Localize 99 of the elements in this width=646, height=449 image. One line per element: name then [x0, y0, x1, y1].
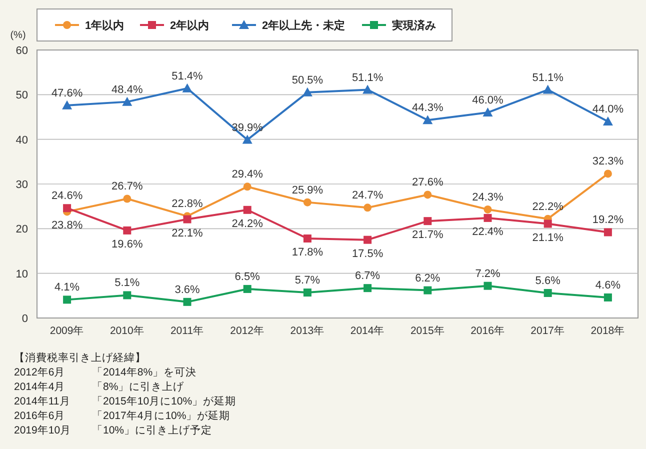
data-label: 19.6% [112, 238, 143, 250]
point [604, 293, 612, 302]
text: 48.4% [112, 84, 143, 96]
data-label: 24.3% [472, 191, 504, 204]
data-label: 26.7% [112, 180, 143, 193]
text: 51.1% [352, 72, 384, 84]
y-tick-label: 0 [22, 313, 28, 325]
point [424, 217, 432, 226]
x-tick-label: 2009年 [50, 325, 84, 337]
data-label: 23.8% [51, 220, 83, 232]
text: 44.0% [592, 103, 624, 116]
data-label: 22.1% [172, 227, 204, 240]
x-tick-label: 2014年 [350, 325, 385, 337]
point [303, 288, 312, 297]
text: 46.0% [472, 94, 504, 107]
point [63, 296, 72, 304]
data-label: 25.9% [292, 184, 324, 196]
y-tick-label: 60 [16, 45, 28, 57]
point [424, 286, 432, 294]
y-tick-label: 40 [16, 134, 28, 146]
text: 3.6% [174, 284, 200, 296]
x-tick-label: 2015年 [410, 325, 445, 337]
data-label: 17.5% [352, 248, 384, 260]
x-tick-label: 2010年 [110, 325, 144, 337]
data-label: 24.7% [352, 190, 384, 202]
text: 47.6% [51, 87, 83, 100]
point [123, 194, 132, 203]
point [302, 87, 312, 96]
point [424, 190, 432, 199]
data-label: 19.2% [592, 214, 624, 226]
point [182, 83, 192, 92]
text: 6.7% [355, 270, 380, 282]
text: 50.5% [292, 74, 324, 86]
point [364, 284, 372, 292]
legend-label: 実現済み [391, 19, 436, 32]
y-axis-title: (%) [10, 30, 26, 41]
text: 51.4% [172, 70, 203, 82]
legend-label: 2年以上先・未定 [262, 19, 346, 32]
data-label: 21.7% [412, 229, 444, 242]
notes: 【消費税率引き上げ経緯】 2012年6月 「2014年8%」を可決 2014年4月 「8%」に引き上げ 2014年11月 「2015年10月に10%」が延期 2016年6月 「2017年4月に10%」が延期 2019年10月 「10%」に引き上げ予定 [14, 352, 236, 436]
point [303, 234, 312, 242]
text: 5.7% [294, 274, 320, 287]
text: 6.5% [234, 270, 260, 283]
point [484, 205, 492, 214]
point [542, 84, 553, 94]
point [482, 108, 493, 117]
point [303, 198, 312, 206]
data-label: 22.2% [532, 200, 564, 213]
x-tick-label: 2016年 [470, 325, 505, 337]
data-label: 29.4% [232, 168, 264, 181]
point [123, 291, 132, 300]
data-label: 32.3% [592, 156, 624, 168]
x-tick-label: 2017年 [530, 325, 566, 337]
point [544, 220, 552, 228]
x-tick-label: 2012年 [230, 325, 265, 337]
point [484, 214, 492, 222]
data-label: 27.6% [412, 176, 444, 189]
text: 4.6% [595, 279, 620, 292]
y-tick-label: 20 [16, 224, 28, 236]
point [183, 215, 192, 224]
data-label: 22.4% [472, 226, 504, 238]
point [602, 116, 613, 126]
legend-label: 1年以内 [85, 19, 124, 32]
text: 7.2% [475, 268, 500, 280]
text: 5.6% [535, 274, 560, 287]
x-tick-label: 2011年 [170, 325, 204, 337]
point [123, 226, 132, 234]
point [364, 236, 372, 244]
point [63, 204, 72, 212]
x-tick-label: 2018年 [590, 325, 626, 337]
data-label: 22.8% [172, 198, 204, 210]
data-label: 17.8% [292, 246, 324, 258]
point [243, 284, 252, 293]
data-label: 21.1% [532, 232, 564, 244]
y-tick-label: 30 [16, 179, 28, 191]
point [243, 206, 252, 214]
point [364, 204, 372, 212]
point [362, 84, 373, 94]
point [62, 100, 72, 110]
point [604, 228, 612, 236]
text: 6.2% [415, 272, 440, 284]
point [122, 96, 132, 106]
text: 4.1% [54, 282, 80, 294]
point [242, 134, 252, 144]
legend-label: 2年以内 [170, 19, 210, 32]
data-label: 24.6% [51, 190, 83, 202]
text: 44.3% [412, 102, 444, 114]
point [484, 282, 492, 290]
text: 5.1% [114, 277, 140, 290]
text: 51.1% [532, 72, 564, 84]
data-label: 24.2% [232, 218, 264, 230]
x-tick-label: 2013年 [290, 325, 325, 337]
point [183, 298, 192, 306]
y-tick-label: 50 [16, 90, 28, 102]
point [243, 182, 252, 191]
y-tick-label: 10 [16, 268, 28, 280]
point [604, 170, 612, 178]
point [544, 288, 552, 297]
point [422, 115, 433, 124]
